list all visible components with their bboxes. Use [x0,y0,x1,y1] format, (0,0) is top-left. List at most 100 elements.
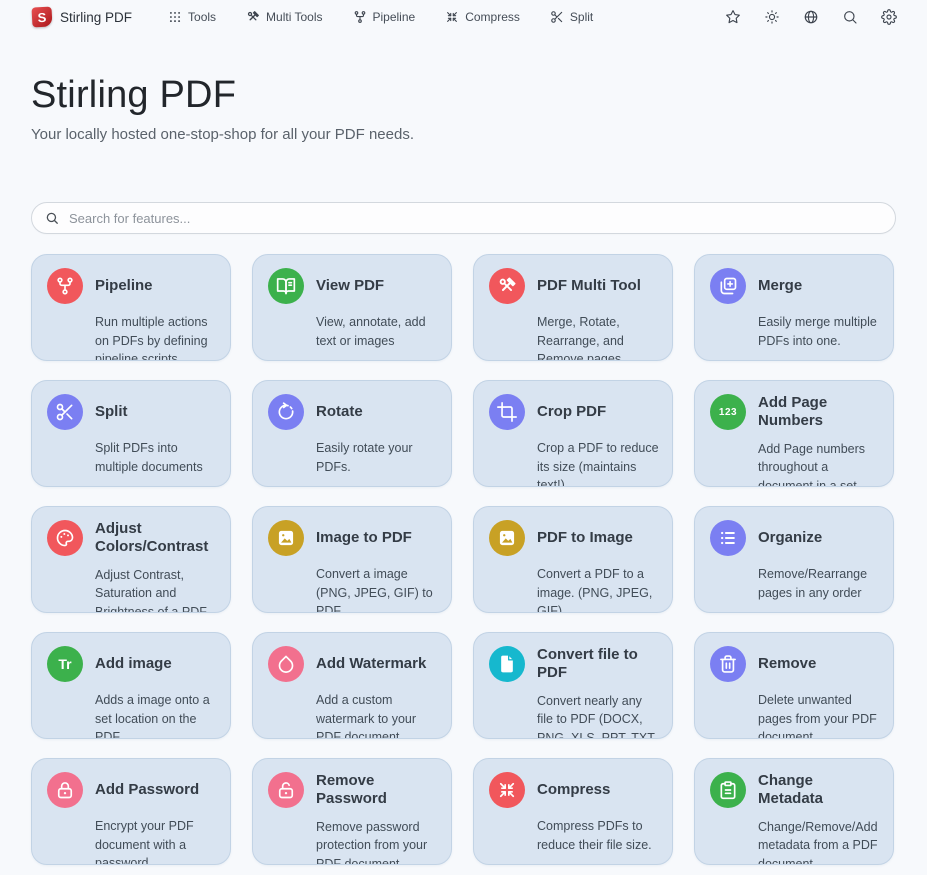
stirling-logo-icon: S [31,6,53,28]
card-title: Organize [758,528,823,546]
tool-card-compress[interactable]: Compress Compress PDFs to reduce their f… [473,758,673,865]
page-subtitle: Your locally hosted one-stop-shop for al… [31,126,414,143]
card-title: Rotate [316,402,363,420]
sun-icon [764,9,780,25]
nav-item-label: Multi Tools [266,10,323,24]
brand-name: Stirling PDF [60,9,133,25]
search-icon [842,9,858,25]
card-title: View PDF [316,276,385,294]
nav-item-label: Tools [188,10,217,24]
tool-card-add-image[interactable]: Tr Add image Adds a image onto a set loc… [31,632,231,739]
tool-card-split[interactable]: Split Split PDFs into multiple documents [31,380,231,487]
tool-card-add-page-numbers[interactable]: 123 Add Page Numbers Add Page numbers th… [694,380,894,487]
grid-icon [168,10,182,24]
navbar-actions [725,9,897,25]
droplet-icon [268,646,304,682]
top-navbar: S Stirling PDF Tools Multi Tools Pipelin… [0,0,927,34]
card-description: Easily merge multiple PDFs into one. [758,315,877,348]
card-title: Pipeline [95,276,153,294]
card-title: Add image [95,654,172,672]
card-description: Easily rotate your PDFs. [316,441,413,474]
type-text-icon: Tr [47,646,83,682]
tool-card-image-to-pdf[interactable]: Image to PDF Convert a image (PNG, JPEG,… [252,506,452,613]
hero-section: Stirling PDF Your locally hosted one-sto… [0,74,927,143]
tool-card-grid: Pipeline Run multiple actions on PDFs by… [31,254,894,865]
tool-card-merge[interactable]: Merge Easily merge multiple PDFs into on… [694,254,894,361]
card-description: Compress PDFs to reduce their file size. [537,819,652,852]
lock-icon [47,772,83,808]
card-title: Add Page Numbers [758,394,828,430]
search-section [31,202,896,234]
nav-item-multi-tools[interactable]: Multi Tools [246,10,323,24]
card-title: Convert file to PDF [537,646,638,682]
theme-toggle-button[interactable] [764,9,780,25]
card-description: Add Page numbers throughout a document i… [758,441,866,487]
card-title: PDF Multi Tool [537,276,641,294]
rotate-icon [268,394,304,430]
merge-icon [710,268,746,304]
nav-item-split[interactable]: Split [550,10,593,24]
card-description: Delete unwanted pages from your PDF docu… [758,693,877,739]
search-icon [45,211,59,225]
card-description: Convert a image (PNG, JPEG, GIF) to PDF. [316,567,433,613]
tool-card-add-password[interactable]: Add Password Encrypt your PDF document w… [31,758,231,865]
card-description: Remove/Rearrange pages in any order [758,567,868,600]
unlock-icon [268,772,304,809]
language-button[interactable] [803,9,819,25]
scissors-icon [550,10,564,24]
settings-button[interactable] [881,9,897,25]
nav-item-label: Compress [465,10,520,24]
clipboard-icon [710,772,746,809]
globe-icon [803,9,819,25]
tool-card-pipeline[interactable]: Pipeline Run multiple actions on PDFs by… [31,254,231,361]
card-description: Adjust Contrast, Saturation and Brightne… [95,567,207,613]
tool-card-convert-file-to-pdf[interactable]: Convert file to PDF Convert nearly any f… [473,632,673,739]
card-description: Split PDFs into multiple documents [95,441,203,474]
card-description: Run multiple actions on PDFs by defining… [95,315,208,361]
card-title: Crop PDF [537,402,607,420]
palette-icon [47,520,83,557]
nav-item-label: Split [569,10,594,24]
image-icon [268,520,304,556]
star-icon [725,9,741,25]
nav-item-tools[interactable]: Tools [168,10,216,24]
feature-search-box[interactable] [31,202,896,234]
image-icon [489,520,525,556]
tool-card-organize[interactable]: Organize Remove/Rearrange pages in any o… [694,506,894,613]
tool-card-pdf-multi-tool[interactable]: PDF Multi Tool Merge, Rotate, Rearrange,… [473,254,673,361]
feature-search-input[interactable] [69,210,882,226]
tool-card-crop-pdf[interactable]: Crop PDF Crop a PDF to reduce its size (… [473,380,673,487]
card-title: Add Watermark [316,654,427,672]
tool-card-rotate[interactable]: Rotate Easily rotate your PDFs. [252,380,452,487]
file-icon [489,646,525,683]
card-description: Convert nearly any file to PDF (DOCX, PN… [537,693,655,739]
tool-card-remove-password[interactable]: Remove Password Remove password protecti… [252,758,452,865]
card-title: Remove Password [316,772,387,808]
brand[interactable]: S Stirling PDF [31,6,133,28]
tool-card-adjust-colors-contrast[interactable]: Adjust Colors/Contrast Adjust Contrast, … [31,506,231,613]
card-title: Compress [537,780,611,798]
favourites-button[interactable] [725,9,741,25]
card-title: Image to PDF [316,528,412,546]
card-description: Change/Remove/Add metadata from a PDF do… [758,819,878,865]
tool-card-change-metadata[interactable]: Change Metadata Change/Remove/Add metada… [694,758,894,865]
nav-item-compress[interactable]: Compress [445,10,520,24]
nav-item-pipeline[interactable]: Pipeline [353,10,415,24]
tool-card-view-pdf[interactable]: View PDF View, annotate, add text or ima… [252,254,452,361]
card-description: Adds a image onto a set location on the … [95,693,210,739]
card-description: Convert a PDF to a image. (PNG, JPEG, GI… [537,567,653,613]
tool-card-add-watermark[interactable]: Add Watermark Add a custom watermark to … [252,632,452,739]
crop-icon [489,394,525,430]
card-description: Remove password protection from your PDF… [316,819,428,865]
tool-card-remove[interactable]: Remove Delete unwanted pages from your P… [694,632,894,739]
card-title: Merge [758,276,803,294]
card-title: Change Metadata [758,772,824,808]
card-description: View, annotate, add text or images [316,315,426,348]
card-title: PDF to Image [537,528,633,546]
tools-icon [246,10,260,24]
gear-icon [881,9,897,25]
tool-card-pdf-to-image[interactable]: PDF to Image Convert a PDF to a image. (… [473,506,673,613]
search-button[interactable] [842,9,858,25]
scissors-icon [47,394,83,430]
pipeline-icon [353,10,367,24]
